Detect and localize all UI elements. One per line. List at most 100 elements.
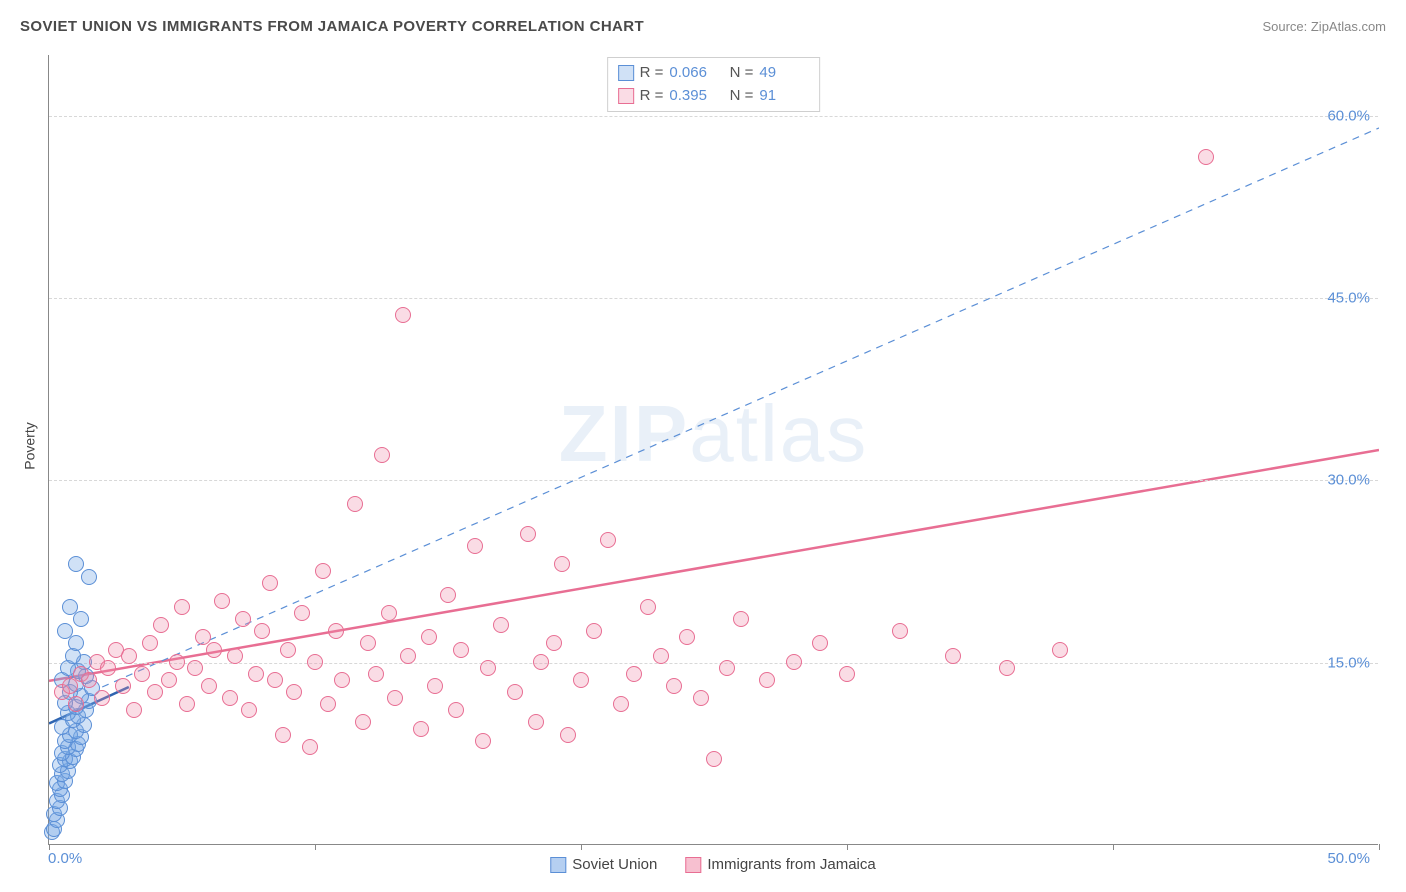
jamaica-point (254, 623, 270, 639)
legend-label: Immigrants from Jamaica (707, 856, 875, 873)
gridline-h (49, 116, 1378, 117)
jamaica-point (187, 660, 203, 676)
legend-swatch (685, 857, 701, 873)
gridline-h (49, 480, 1378, 481)
jamaica-point (368, 666, 384, 682)
jamaica-point (640, 599, 656, 615)
jamaica-point (892, 623, 908, 639)
jamaica-point (387, 690, 403, 706)
jamaica-point (68, 696, 84, 712)
jamaica-point (169, 654, 185, 670)
r-label: R = (640, 85, 664, 108)
soviet-point (81, 569, 97, 585)
jamaica-point (267, 672, 283, 688)
soviet-point (68, 635, 84, 651)
jamaica-swatch (618, 88, 634, 104)
jamaica-point (421, 629, 437, 645)
jamaica-point (413, 721, 429, 737)
jamaica-point (126, 702, 142, 718)
jamaica-point (147, 684, 163, 700)
y-tick-label: 15.0% (1327, 654, 1370, 671)
x-tick (1379, 844, 1380, 850)
n-label: N = (725, 62, 753, 85)
jamaica-point (248, 666, 264, 682)
jamaica-point (733, 611, 749, 627)
jamaica-point (546, 635, 562, 651)
bottom-legend: Soviet Union Immigrants from Jamaica (550, 856, 875, 873)
jamaica-point (206, 642, 222, 658)
jamaica-point (666, 678, 682, 694)
jamaica-point (94, 690, 110, 706)
jamaica-point (214, 593, 230, 609)
jamaica-point (302, 739, 318, 755)
jamaica-point (679, 629, 695, 645)
jamaica-point (307, 654, 323, 670)
jamaica-point (286, 684, 302, 700)
jamaica-point (626, 666, 642, 682)
soviet-point (57, 623, 73, 639)
n-value: 91 (759, 85, 809, 108)
jamaica-point (134, 666, 150, 682)
jamaica-point (693, 690, 709, 706)
jamaica-point (360, 635, 376, 651)
jamaica-point (613, 696, 629, 712)
jamaica-point (227, 648, 243, 664)
jamaica-point (533, 654, 549, 670)
jamaica-point (262, 575, 278, 591)
y-tick-label: 30.0% (1327, 472, 1370, 489)
jamaica-point (945, 648, 961, 664)
jamaica-point (334, 672, 350, 688)
jamaica-point (448, 702, 464, 718)
stats-legend-box: R = 0.066 N = 49R = 0.395 N = 91 (607, 57, 821, 112)
jamaica-point (560, 727, 576, 743)
jamaica-point (839, 666, 855, 682)
legend-item: Immigrants from Jamaica (685, 856, 875, 873)
jamaica-point (999, 660, 1015, 676)
soviet-swatch (618, 65, 634, 81)
jamaica-point (355, 714, 371, 730)
chart-title: SOVIET UNION VS IMMIGRANTS FROM JAMAICA … (20, 18, 644, 35)
jamaica-point (222, 690, 238, 706)
jamaica-point (600, 532, 616, 548)
n-label: N = (725, 85, 753, 108)
jamaica-point (328, 623, 344, 639)
x-axis-max-label: 50.0% (1327, 850, 1370, 867)
x-tick (847, 844, 848, 850)
jamaica-point (161, 672, 177, 688)
stats-row-soviet: R = 0.066 N = 49 (618, 62, 810, 85)
chart-area: ZIPatlas R = 0.066 N = 49R = 0.395 N = 9… (48, 55, 1378, 845)
jamaica-point (528, 714, 544, 730)
jamaica-point (121, 648, 137, 664)
x-axis-min-label: 0.0% (48, 850, 82, 867)
jamaica-point (100, 660, 116, 676)
jamaica-point (241, 702, 257, 718)
trend-lines-layer (49, 55, 1379, 845)
jamaica-point (1198, 149, 1214, 165)
x-tick (581, 844, 582, 850)
r-label: R = (640, 62, 664, 85)
jamaica-point (400, 648, 416, 664)
jamaica-point (395, 307, 411, 323)
jamaica-point (653, 648, 669, 664)
jamaica-point (480, 660, 496, 676)
x-tick (315, 844, 316, 850)
x-tick (1113, 844, 1114, 850)
jamaica-point (320, 696, 336, 712)
soviet-point (62, 599, 78, 615)
plot-region: ZIPatlas R = 0.066 N = 49R = 0.395 N = 9… (48, 55, 1378, 845)
watermark: ZIPatlas (559, 388, 868, 480)
jamaica-point (440, 587, 456, 603)
jamaica-point (759, 672, 775, 688)
jamaica-point (201, 678, 217, 694)
jamaica-point (507, 684, 523, 700)
soviet-point (73, 611, 89, 627)
stats-row-jamaica: R = 0.395 N = 91 (618, 85, 810, 108)
legend-swatch (550, 857, 566, 873)
jamaica-point (115, 678, 131, 694)
jamaica-point (81, 672, 97, 688)
jamaica-point (453, 642, 469, 658)
legend-label: Soviet Union (572, 856, 657, 873)
jamaica-point (573, 672, 589, 688)
y-tick-label: 45.0% (1327, 290, 1370, 307)
jamaica-point (174, 599, 190, 615)
